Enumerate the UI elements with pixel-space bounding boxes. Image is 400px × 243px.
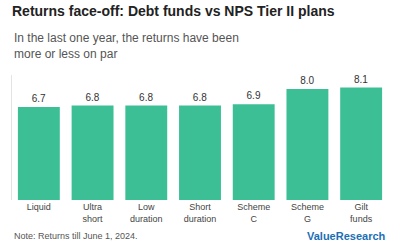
svg-text:Returns face-off: Debt funds v: Returns face-off: Debt funds vs NPS Tier… (12, 3, 335, 19)
svg-text:SchemeC: SchemeC (237, 202, 270, 224)
svg-text:6.8: 6.8 (193, 92, 207, 103)
svg-text:6.8: 6.8 (85, 92, 99, 103)
svg-text:Shortduration: Shortduration (184, 202, 217, 224)
svg-text:8.0: 8.0 (300, 75, 314, 86)
svg-text:SchemeG: SchemeG (291, 202, 324, 224)
svg-text:Ultrashort: Ultrashort (83, 202, 104, 224)
svg-text:Liquid: Liquid (27, 202, 51, 212)
svg-text:6.8: 6.8 (139, 92, 153, 103)
svg-text:ValueResearch: ValueResearch (307, 230, 386, 242)
svg-text:Lowduration: Lowduration (130, 202, 163, 224)
svg-text:Note: Returns till June 1, 202: Note: Returns till June 1, 2024. (14, 231, 138, 241)
svg-text:In the last one year, the retu: In the last one year, the returns have b… (14, 31, 239, 61)
svg-text:6.7: 6.7 (32, 93, 46, 104)
svg-text:Giltfunds: Giltfunds (350, 202, 373, 224)
svg-text:6.9: 6.9 (247, 90, 261, 101)
svg-text:8.1: 8.1 (354, 74, 368, 85)
